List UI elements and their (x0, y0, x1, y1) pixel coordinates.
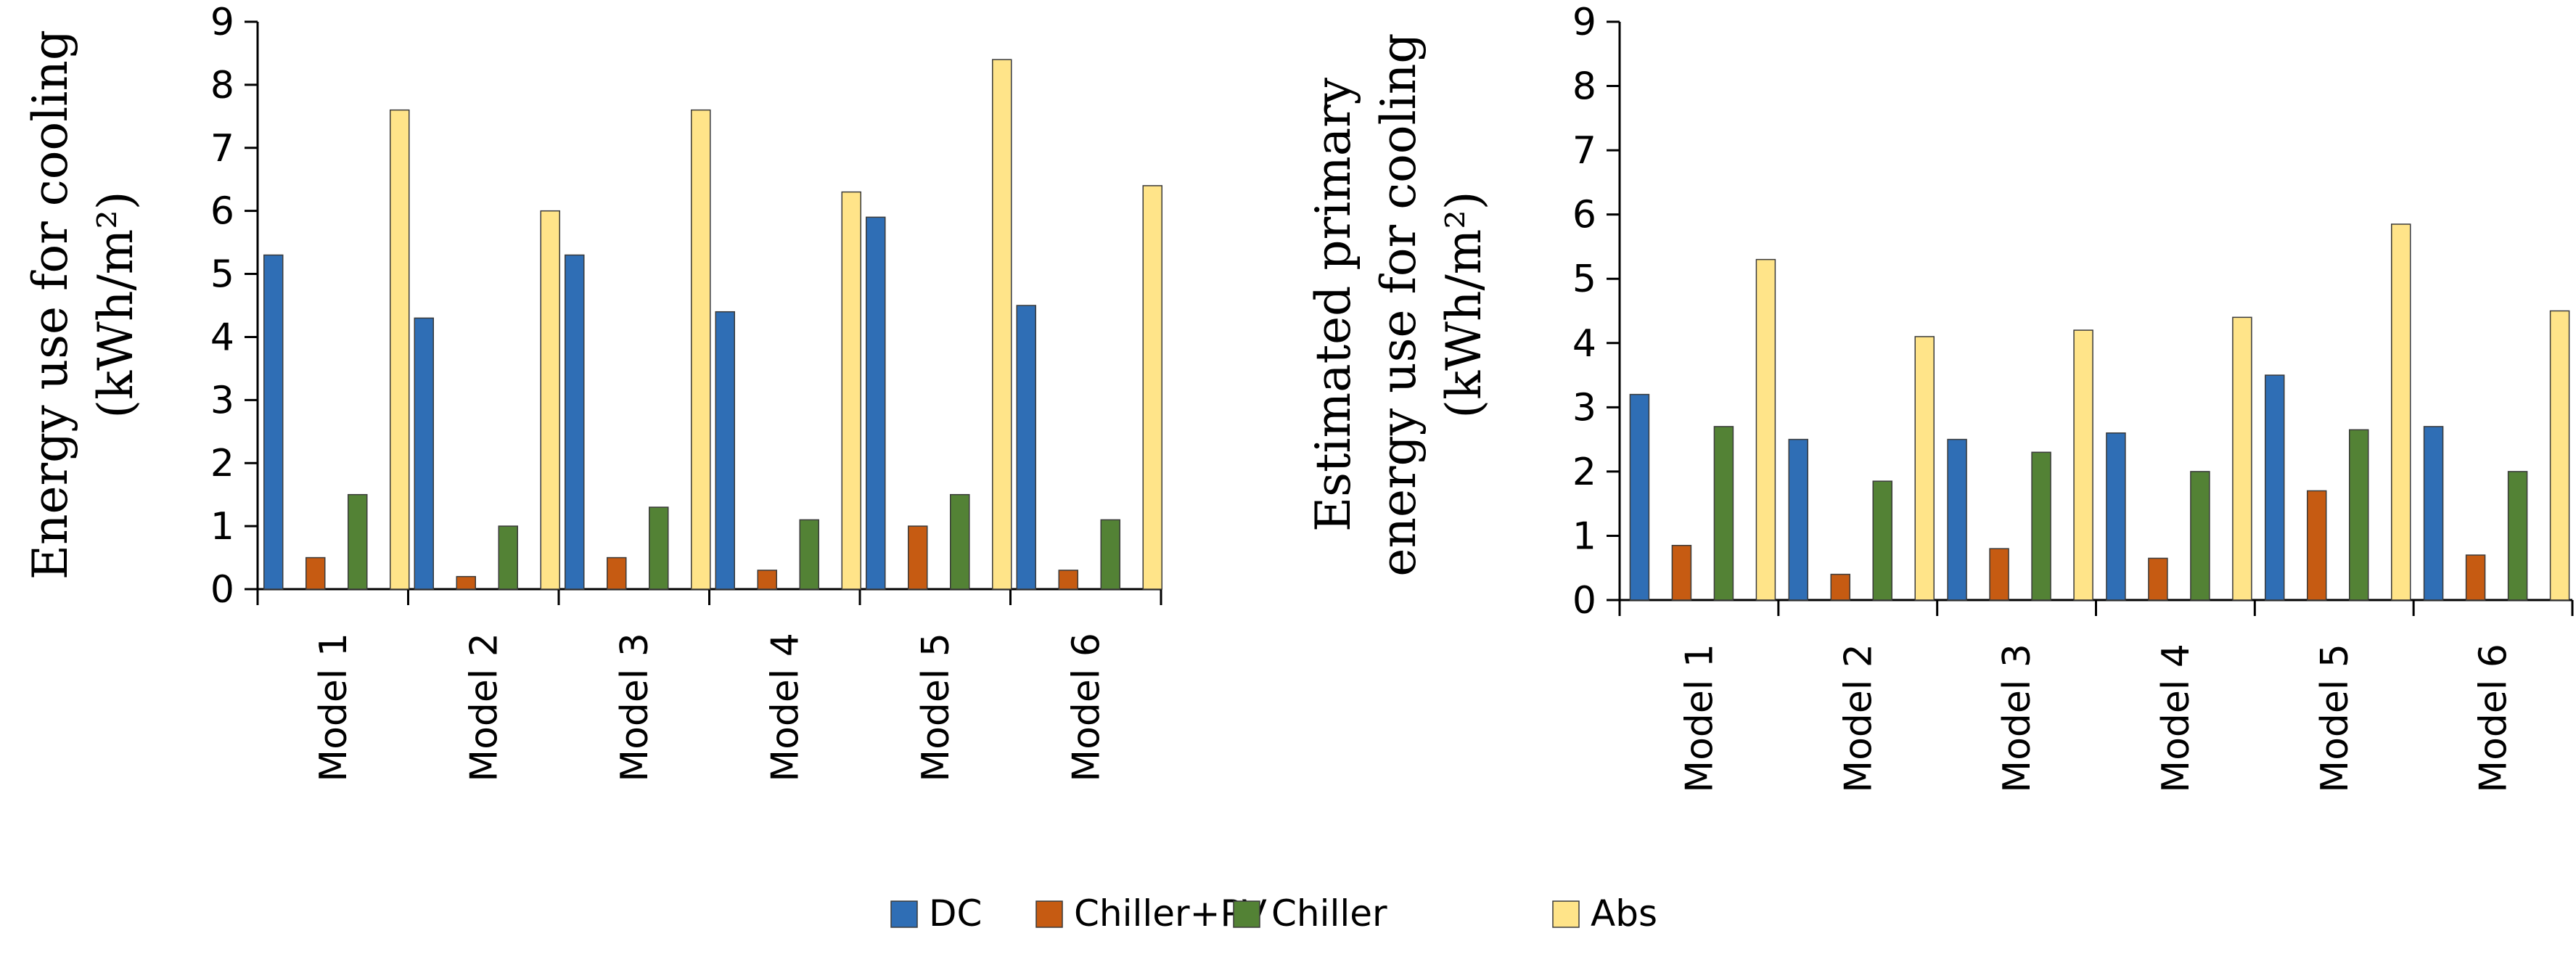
bar-chiller-model-6 (1100, 519, 1120, 590)
y-tick-label: 1 (1572, 514, 1596, 558)
bar-dc-model-2 (1788, 438, 1808, 601)
legend-swatch-abs (1552, 900, 1580, 928)
bar-chiller-pv-model-6 (1058, 570, 1078, 590)
bar-abs-model-4 (841, 191, 861, 590)
bar-chiller-pv-model-4 (757, 570, 777, 590)
x-category-label: Model 3 (1995, 644, 2039, 793)
y-tick-label: 8 (1572, 65, 1596, 109)
y-tick-label: 5 (210, 253, 234, 297)
bar-chiller-pv-model-1 (1671, 544, 1692, 601)
legend: DC Chiller+PV Chiller Abs (890, 892, 1657, 935)
chart-primary-energy-use: 0 1 2 3 4 5 6 7 8 9 Model 1 Model 2 Model 3 Model 4 Mo… (1305, 1, 2574, 793)
bar-chiller-model-3 (2031, 451, 2051, 601)
y-tick-label: 5 (1572, 258, 1596, 301)
bar-chiller-model-1 (1713, 426, 1734, 601)
y-tick-label: 2 (1572, 451, 1596, 494)
y-axis-label: energy use for cooling (1371, 33, 1427, 576)
y-tick-label: 2 (210, 442, 234, 485)
bar-chiller-model-5 (950, 493, 970, 590)
legend-label-chiller: Chiller (1271, 892, 1387, 935)
x-category-label: Model 3 (613, 633, 657, 782)
bar-dc-model-6 (2423, 426, 2444, 601)
legend-swatch-dc (890, 900, 918, 928)
bar-dc-model-6 (1016, 305, 1036, 590)
bar-chiller-pv-model-3 (607, 557, 627, 590)
bar-abs-model-1 (1755, 258, 1776, 601)
bar-abs-model-3 (2073, 329, 2093, 601)
bar-dc-model-1 (1629, 393, 1650, 601)
bar-chiller-model-2 (498, 525, 518, 590)
bar-chiller-model-4 (2190, 471, 2210, 601)
y-axis-label: Estimated primary (1305, 77, 1361, 532)
chart-energy-use: 0 1 2 3 4 5 6 7 8 9 Model 1 Model 2 Model 3 Model 4 Mo… (22, 1, 1162, 782)
bar-chiller-model-6 (2507, 471, 2528, 601)
y-axis-label: Energy use for cooling (22, 30, 78, 580)
bar-chiller-pv-model-4 (2148, 557, 2168, 601)
bar-dc-model-5 (866, 216, 886, 590)
x-category-label: Model 5 (914, 633, 958, 782)
legend-swatch-chiller (1233, 900, 1260, 928)
y-tick-label: 1 (210, 505, 234, 549)
bar-chiller-model-3 (649, 506, 669, 590)
x-category-label: Model 4 (2154, 644, 2198, 793)
bar-chiller-model-1 (348, 493, 368, 590)
bar-abs-model-4 (2232, 316, 2252, 601)
y-tick-label: 9 (210, 1, 234, 44)
y-tick-label: 7 (1572, 129, 1596, 173)
y-tick-label: 3 (1572, 386, 1596, 430)
bar-abs-model-6 (1142, 185, 1162, 590)
bar-dc-model-3 (565, 254, 585, 590)
bar-abs-model-1 (390, 109, 410, 590)
bar-chiller-model-4 (799, 519, 819, 590)
x-category-label: Model 6 (1065, 633, 1108, 782)
y-tick-label: 4 (1572, 322, 1596, 366)
bar-chiller-pv-model-3 (1989, 548, 2009, 601)
bar-abs-model-2 (540, 210, 560, 590)
bar-chiller-pv-model-6 (2465, 554, 2486, 601)
legend-swatch-chiller-pv (1035, 900, 1063, 928)
y-axis-label: (kWh/m²) (1436, 191, 1492, 418)
bar-abs-model-3 (691, 109, 711, 590)
y-tick-label: 0 (1572, 579, 1596, 623)
y-tick-label: 8 (210, 64, 234, 107)
bar-chiller-pv-model-5 (2307, 490, 2327, 601)
x-category-label: Model 4 (763, 633, 807, 782)
bar-chiller-pv-model-5 (908, 525, 928, 590)
x-category-label: Model 2 (462, 633, 506, 782)
bar-abs-model-6 (2549, 310, 2570, 601)
x-category-label: Model 5 (2313, 644, 2357, 793)
bar-chiller-pv-model-1 (305, 557, 326, 590)
x-category-label: Model 1 (312, 633, 356, 782)
legend-label-dc: DC (929, 892, 982, 935)
bar-dc-model-2 (414, 317, 434, 590)
y-tick-label: 6 (210, 190, 234, 234)
bar-abs-model-2 (1914, 336, 1935, 601)
bar-abs-model-5 (992, 59, 1012, 590)
bar-abs-model-5 (2391, 223, 2411, 601)
legend-label-abs: Abs (1591, 892, 1657, 935)
y-tick-label: 0 (210, 568, 234, 612)
bar-chiller-pv-model-2 (456, 575, 476, 590)
y-tick-label: 7 (210, 127, 234, 171)
y-tick-label: 6 (1572, 194, 1596, 237)
bar-dc-model-1 (263, 254, 284, 590)
y-tick-label: 4 (210, 316, 234, 359)
bar-dc-model-3 (1947, 438, 1967, 601)
bar-chiller-model-5 (2349, 429, 2369, 601)
bar-dc-model-4 (2106, 432, 2126, 601)
x-category-label: Model 6 (2472, 644, 2516, 793)
x-category-label: Model 2 (1837, 644, 1880, 793)
bar-chiller-pv-model-2 (1830, 573, 1850, 601)
bar-chiller-model-2 (1872, 480, 1892, 601)
bar-dc-model-4 (715, 311, 735, 590)
y-tick-label: 3 (210, 379, 234, 422)
y-tick-label: 9 (1572, 1, 1596, 44)
bar-dc-model-5 (2265, 374, 2285, 601)
x-category-label: Model 1 (1678, 644, 1721, 793)
y-axis-label: (kWh/m²) (88, 191, 144, 418)
